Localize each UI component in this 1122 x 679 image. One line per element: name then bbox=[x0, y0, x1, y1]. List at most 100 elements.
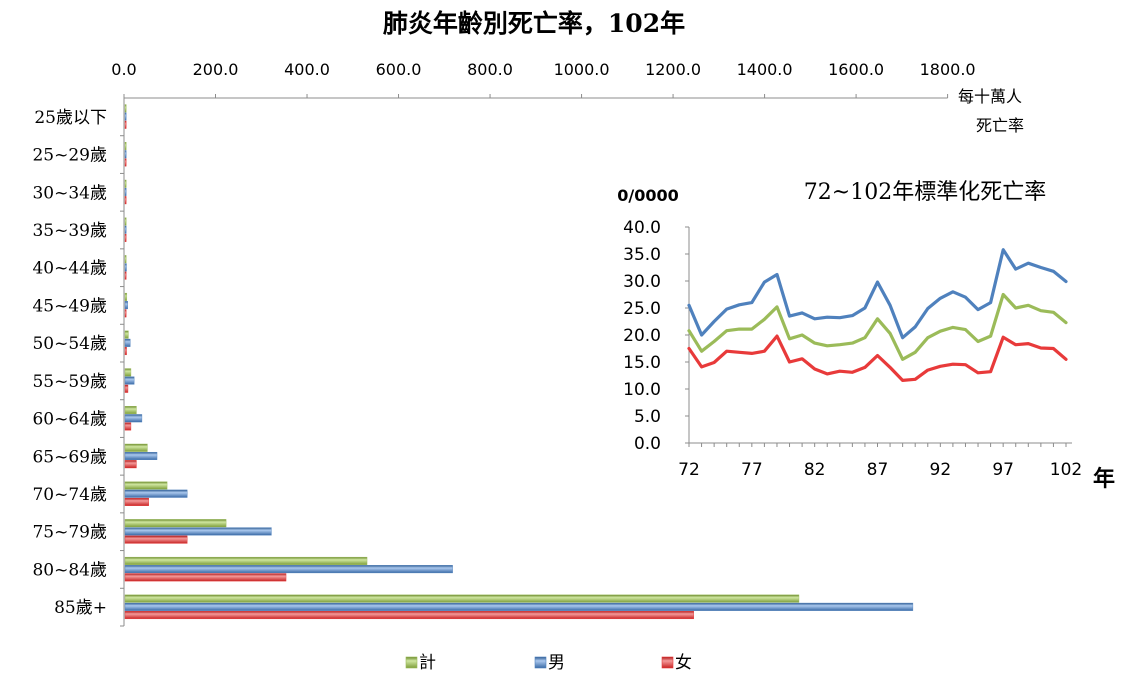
bar-女-10 bbox=[124, 497, 149, 506]
bar-chart-axes bbox=[120, 94, 949, 627]
inset-y-tick-label: 25.0 bbox=[623, 299, 661, 319]
bar-計-3 bbox=[124, 217, 127, 226]
bar-男-1 bbox=[124, 150, 127, 159]
bar-男-6 bbox=[124, 338, 131, 347]
inset-x-tick-label: 77 bbox=[741, 460, 763, 480]
bar-男-2 bbox=[124, 187, 127, 196]
bar-x-tick-label: 600.0 bbox=[376, 60, 422, 79]
bar-計-1 bbox=[124, 142, 127, 151]
inset-y-tick-label: 20.0 bbox=[623, 326, 661, 346]
bar-category-label: 80~84歲 bbox=[32, 560, 107, 580]
bar-計-11 bbox=[124, 519, 227, 528]
inset-x-tick-label: 97 bbox=[992, 460, 1014, 480]
unit-label-line-2: 死亡率 bbox=[976, 116, 1024, 135]
bar-女-1 bbox=[124, 158, 127, 167]
bar-chart-bars bbox=[124, 104, 914, 620]
bar-category-label: 85歲+ bbox=[54, 598, 107, 618]
bar-男-0 bbox=[124, 112, 127, 121]
inset-y-tick-label: 0.0 bbox=[634, 434, 661, 454]
bar-男-4 bbox=[124, 263, 127, 272]
line-series-計 bbox=[687, 292, 1068, 361]
bar-category-label: 55~59歲 bbox=[32, 372, 107, 392]
bar-category-label: 30~34歲 bbox=[32, 183, 107, 203]
bar-計-4 bbox=[124, 255, 127, 264]
bar-category-label: 25歲以下 bbox=[34, 108, 107, 128]
bar-x-tick-label: 400.0 bbox=[284, 60, 330, 79]
legend-swatch-女 bbox=[661, 656, 674, 669]
inset-y-tick-label: 10.0 bbox=[623, 380, 661, 400]
legend-swatch-男 bbox=[534, 656, 547, 669]
line-series-男 bbox=[687, 248, 1068, 340]
inset-x-tick-label: 82 bbox=[804, 460, 826, 480]
bar-category-label: 25~29歲 bbox=[32, 146, 107, 166]
bar-category-label: 50~54歲 bbox=[32, 334, 107, 354]
bar-女-2 bbox=[124, 196, 127, 205]
bar-女-9 bbox=[124, 460, 137, 469]
bar-category-label: 35~39歲 bbox=[32, 221, 107, 241]
bar-計-8 bbox=[124, 406, 137, 415]
bar-女-4 bbox=[124, 271, 127, 280]
bar-chart-tick-labels: 0.0 200.0 400.0 600.0 800.0 1000.0 1200.0 1400.… bbox=[111, 60, 975, 79]
bar-計-5 bbox=[124, 292, 128, 301]
inset-y-tick-label: 35.0 bbox=[623, 245, 661, 265]
inset-x-tick-label: 72 bbox=[678, 460, 700, 480]
bar-男-11 bbox=[124, 527, 272, 536]
bar-x-tick-label: 800.0 bbox=[467, 60, 513, 79]
bar-x-tick-label: 1800.0 bbox=[920, 60, 976, 79]
bar-category-label: 75~79歲 bbox=[32, 523, 107, 543]
inset-x-tick-label: 102 bbox=[1050, 460, 1082, 480]
bar-計-6 bbox=[124, 330, 129, 339]
bar-男-13 bbox=[124, 602, 914, 611]
bar-女-11 bbox=[124, 535, 188, 544]
bar-category-label: 45~49歲 bbox=[32, 296, 107, 316]
inset-chart-axes bbox=[685, 226, 1072, 447]
bar-計-12 bbox=[124, 556, 368, 565]
bar-男-12 bbox=[124, 565, 453, 574]
bar-男-8 bbox=[124, 414, 143, 423]
inset-y-tick-label: 15.0 bbox=[623, 353, 661, 373]
legend: 計男女 bbox=[405, 653, 692, 673]
line-series-女 bbox=[687, 334, 1068, 382]
bar-x-tick-label: 0.0 bbox=[111, 60, 136, 79]
bar-女-7 bbox=[124, 384, 129, 393]
inset-y-tick-label: 30.0 bbox=[623, 272, 661, 292]
main-chart-title: 肺炎年齡別死亡率，102年 bbox=[383, 9, 685, 38]
bar-x-tick-label: 1000.0 bbox=[554, 60, 610, 79]
unit-label-line-1: 每十萬人 bbox=[958, 87, 1022, 106]
bar-計-9 bbox=[124, 443, 148, 452]
legend-label-計: 計 bbox=[419, 653, 436, 673]
bar-男-9 bbox=[124, 451, 158, 460]
unit-label: 每十萬人 死亡率 bbox=[958, 87, 1024, 135]
bar-x-tick-label: 1600.0 bbox=[828, 60, 884, 79]
inset-y-tick-label: 40.0 bbox=[623, 218, 661, 238]
inset-x-tick-label: 92 bbox=[930, 460, 952, 480]
inset-x-tick-label: 87 bbox=[867, 460, 889, 480]
legend-label-男: 男 bbox=[548, 653, 565, 673]
bar-x-tick-label: 1400.0 bbox=[737, 60, 793, 79]
inset-y-tick-label: 5.0 bbox=[634, 407, 661, 427]
legend-swatch-計 bbox=[405, 656, 418, 669]
bar-男-10 bbox=[124, 489, 188, 498]
bar-category-label: 65~69歲 bbox=[32, 447, 107, 467]
inset-y-axis-label: 0/0000 bbox=[617, 186, 679, 205]
bar-category-label: 60~64歲 bbox=[32, 410, 107, 430]
bar-category-label: 70~74歲 bbox=[32, 485, 107, 505]
bar-男-3 bbox=[124, 225, 127, 234]
inset-chart-lines bbox=[687, 248, 1068, 382]
bar-計-13 bbox=[124, 594, 800, 603]
bar-計-2 bbox=[124, 179, 127, 188]
inset-chart-tick-labels: 0.0 5.0 10.0 15.0 20.0 25.0 30.0 35.0 40.0 72 77 82… bbox=[623, 218, 1082, 480]
bar-x-tick-label: 1200.0 bbox=[645, 60, 701, 79]
bar-女-3 bbox=[124, 233, 127, 242]
bar-計-10 bbox=[124, 481, 168, 490]
inset-x-axis-label: 年 bbox=[1093, 466, 1115, 492]
bar-男-5 bbox=[124, 301, 128, 310]
bar-計-0 bbox=[124, 104, 127, 113]
legend-label-女: 女 bbox=[675, 653, 692, 673]
bar-女-6 bbox=[124, 347, 127, 356]
bar-chart-category-labels: 25歲以下 25~29歲 30~34歲 35~39歲 40~44歲 45~49歲 50~54… bbox=[32, 108, 107, 618]
bar-女-8 bbox=[124, 422, 132, 431]
bar-女-12 bbox=[124, 573, 287, 582]
bar-category-label: 40~44歲 bbox=[32, 259, 107, 279]
